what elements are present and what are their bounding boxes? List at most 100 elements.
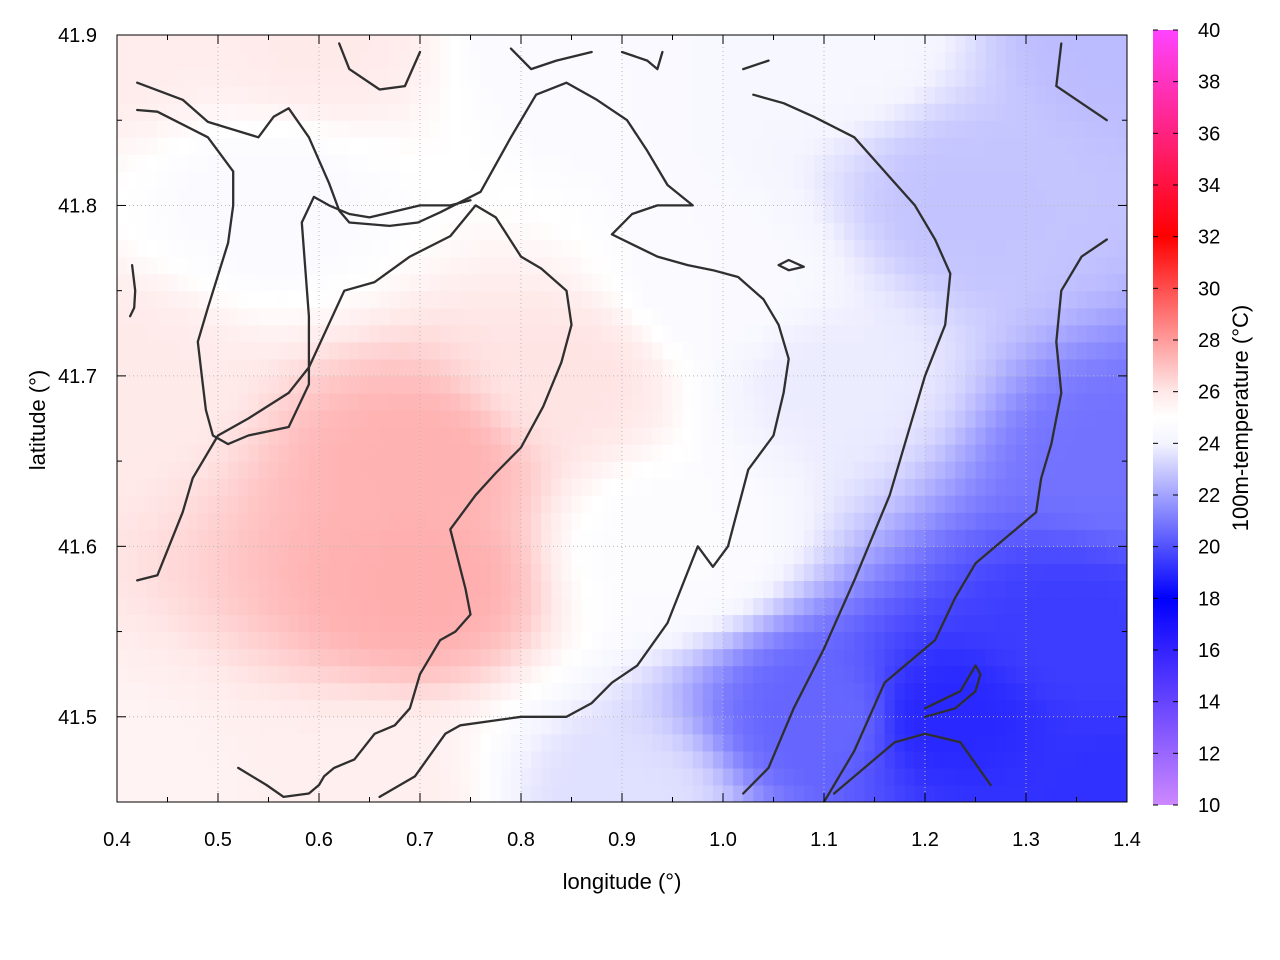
heatmap-cell [914, 427, 926, 445]
heatmap-cell [985, 120, 997, 138]
heatmap-cell [854, 529, 865, 547]
heatmap-cell [500, 716, 512, 735]
heatmap-cell [1096, 478, 1108, 496]
heatmap-cell [783, 256, 795, 275]
heatmap-cell [399, 682, 411, 701]
heatmap-cell [743, 375, 754, 394]
heatmap-cell [1056, 222, 1067, 241]
heatmap-cell [137, 324, 148, 343]
heatmap-cell [379, 239, 391, 258]
heatmap-cell [864, 273, 876, 292]
heatmap-cell [813, 188, 825, 207]
heatmap-cell [329, 120, 340, 138]
heatmap-cell [642, 273, 653, 292]
heatmap-cell [430, 290, 441, 309]
heatmap-cell [662, 307, 674, 326]
heatmap-cell [500, 495, 512, 513]
heatmap-cell [298, 35, 310, 53]
heatmap-cell [490, 69, 502, 87]
heatmap-cell [914, 341, 926, 360]
heatmap-cell [521, 529, 532, 547]
heatmap-cell [409, 461, 421, 479]
heatmap-cell [571, 631, 583, 650]
heatmap-cell [985, 597, 997, 616]
heatmap-cell [379, 648, 391, 667]
heatmap-cell [995, 784, 1007, 802]
heatmap-cell [914, 784, 926, 802]
heatmap-cell [177, 750, 189, 769]
heatmap-cell [127, 767, 138, 786]
heatmap-cell [652, 699, 663, 718]
heatmap-cell [1096, 733, 1108, 752]
heatmap-cell [712, 733, 724, 752]
heatmap-cell [480, 733, 492, 752]
heatmap-cell [460, 256, 472, 275]
heatmap-cell [450, 307, 461, 326]
heatmap-cell [268, 341, 280, 360]
heatmap-cell [500, 648, 512, 667]
heatmap-cell [965, 273, 977, 292]
heatmap-cell [1086, 665, 1098, 684]
temperature-heatmap [117, 35, 1127, 802]
heatmap-cell [551, 358, 562, 377]
heatmap-cell [1096, 120, 1108, 138]
heatmap-cell [399, 444, 411, 462]
heatmap-cell [783, 290, 795, 309]
heatmap-cell [278, 290, 290, 309]
heatmap-cell [319, 597, 330, 616]
heatmap-cell [521, 512, 532, 530]
heatmap-cell [450, 631, 461, 650]
heatmap-cell [187, 733, 199, 752]
heatmap-cell [904, 375, 916, 394]
heatmap-cell [207, 256, 219, 275]
heatmap-cell [1116, 375, 1127, 394]
heatmap-cell [1046, 750, 1057, 769]
heatmap-cell [1106, 222, 1118, 241]
heatmap-cell [1036, 631, 1047, 650]
heatmap-cell [611, 750, 623, 769]
heatmap-cell [894, 86, 906, 104]
heatmap-cell [197, 597, 209, 616]
heatmap-cell [127, 137, 138, 155]
heatmap-cell [207, 154, 219, 172]
heatmap-cell [207, 597, 219, 616]
heatmap-cell [409, 478, 421, 496]
heatmap-cell [884, 682, 896, 701]
heatmap-cell [349, 665, 360, 684]
heatmap-cell [773, 750, 785, 769]
heatmap-cell [995, 409, 1007, 428]
heatmap-cell [581, 273, 593, 292]
heatmap-cell [935, 273, 946, 292]
heatmap-cell [581, 665, 593, 684]
heatmap-cell [389, 120, 401, 138]
heatmap-cell [642, 392, 653, 411]
heatmap-cell [420, 392, 431, 411]
heatmap-cell [430, 273, 441, 292]
heatmap-cell [945, 563, 956, 582]
heatmap-cell [238, 546, 249, 564]
heatmap-cell [601, 256, 613, 275]
heatmap-cell [541, 461, 552, 479]
heatmap-cell [682, 35, 694, 53]
heatmap-cell [1026, 631, 1037, 650]
heatmap-cell [389, 273, 401, 292]
heatmap-cell [995, 427, 1007, 445]
heatmap-cell [409, 239, 421, 258]
heatmap-cell [723, 392, 734, 411]
heatmap-cell [541, 103, 552, 121]
heatmap-cell [470, 580, 482, 599]
heatmap-cell [753, 239, 764, 258]
heatmap-cell [399, 341, 411, 360]
heatmap-cell [258, 733, 270, 752]
heatmap-cell [642, 733, 653, 752]
heatmap-cell [409, 103, 421, 121]
heatmap-cell [662, 750, 674, 769]
heatmap-cell [500, 750, 512, 769]
heatmap-cell [743, 239, 754, 258]
heatmap-cell [632, 154, 643, 172]
heatmap-cell [409, 512, 421, 530]
heatmap-cell [369, 324, 381, 343]
heatmap-cell [955, 256, 966, 275]
heatmap-cell [611, 392, 623, 411]
heatmap-cell [470, 239, 482, 258]
